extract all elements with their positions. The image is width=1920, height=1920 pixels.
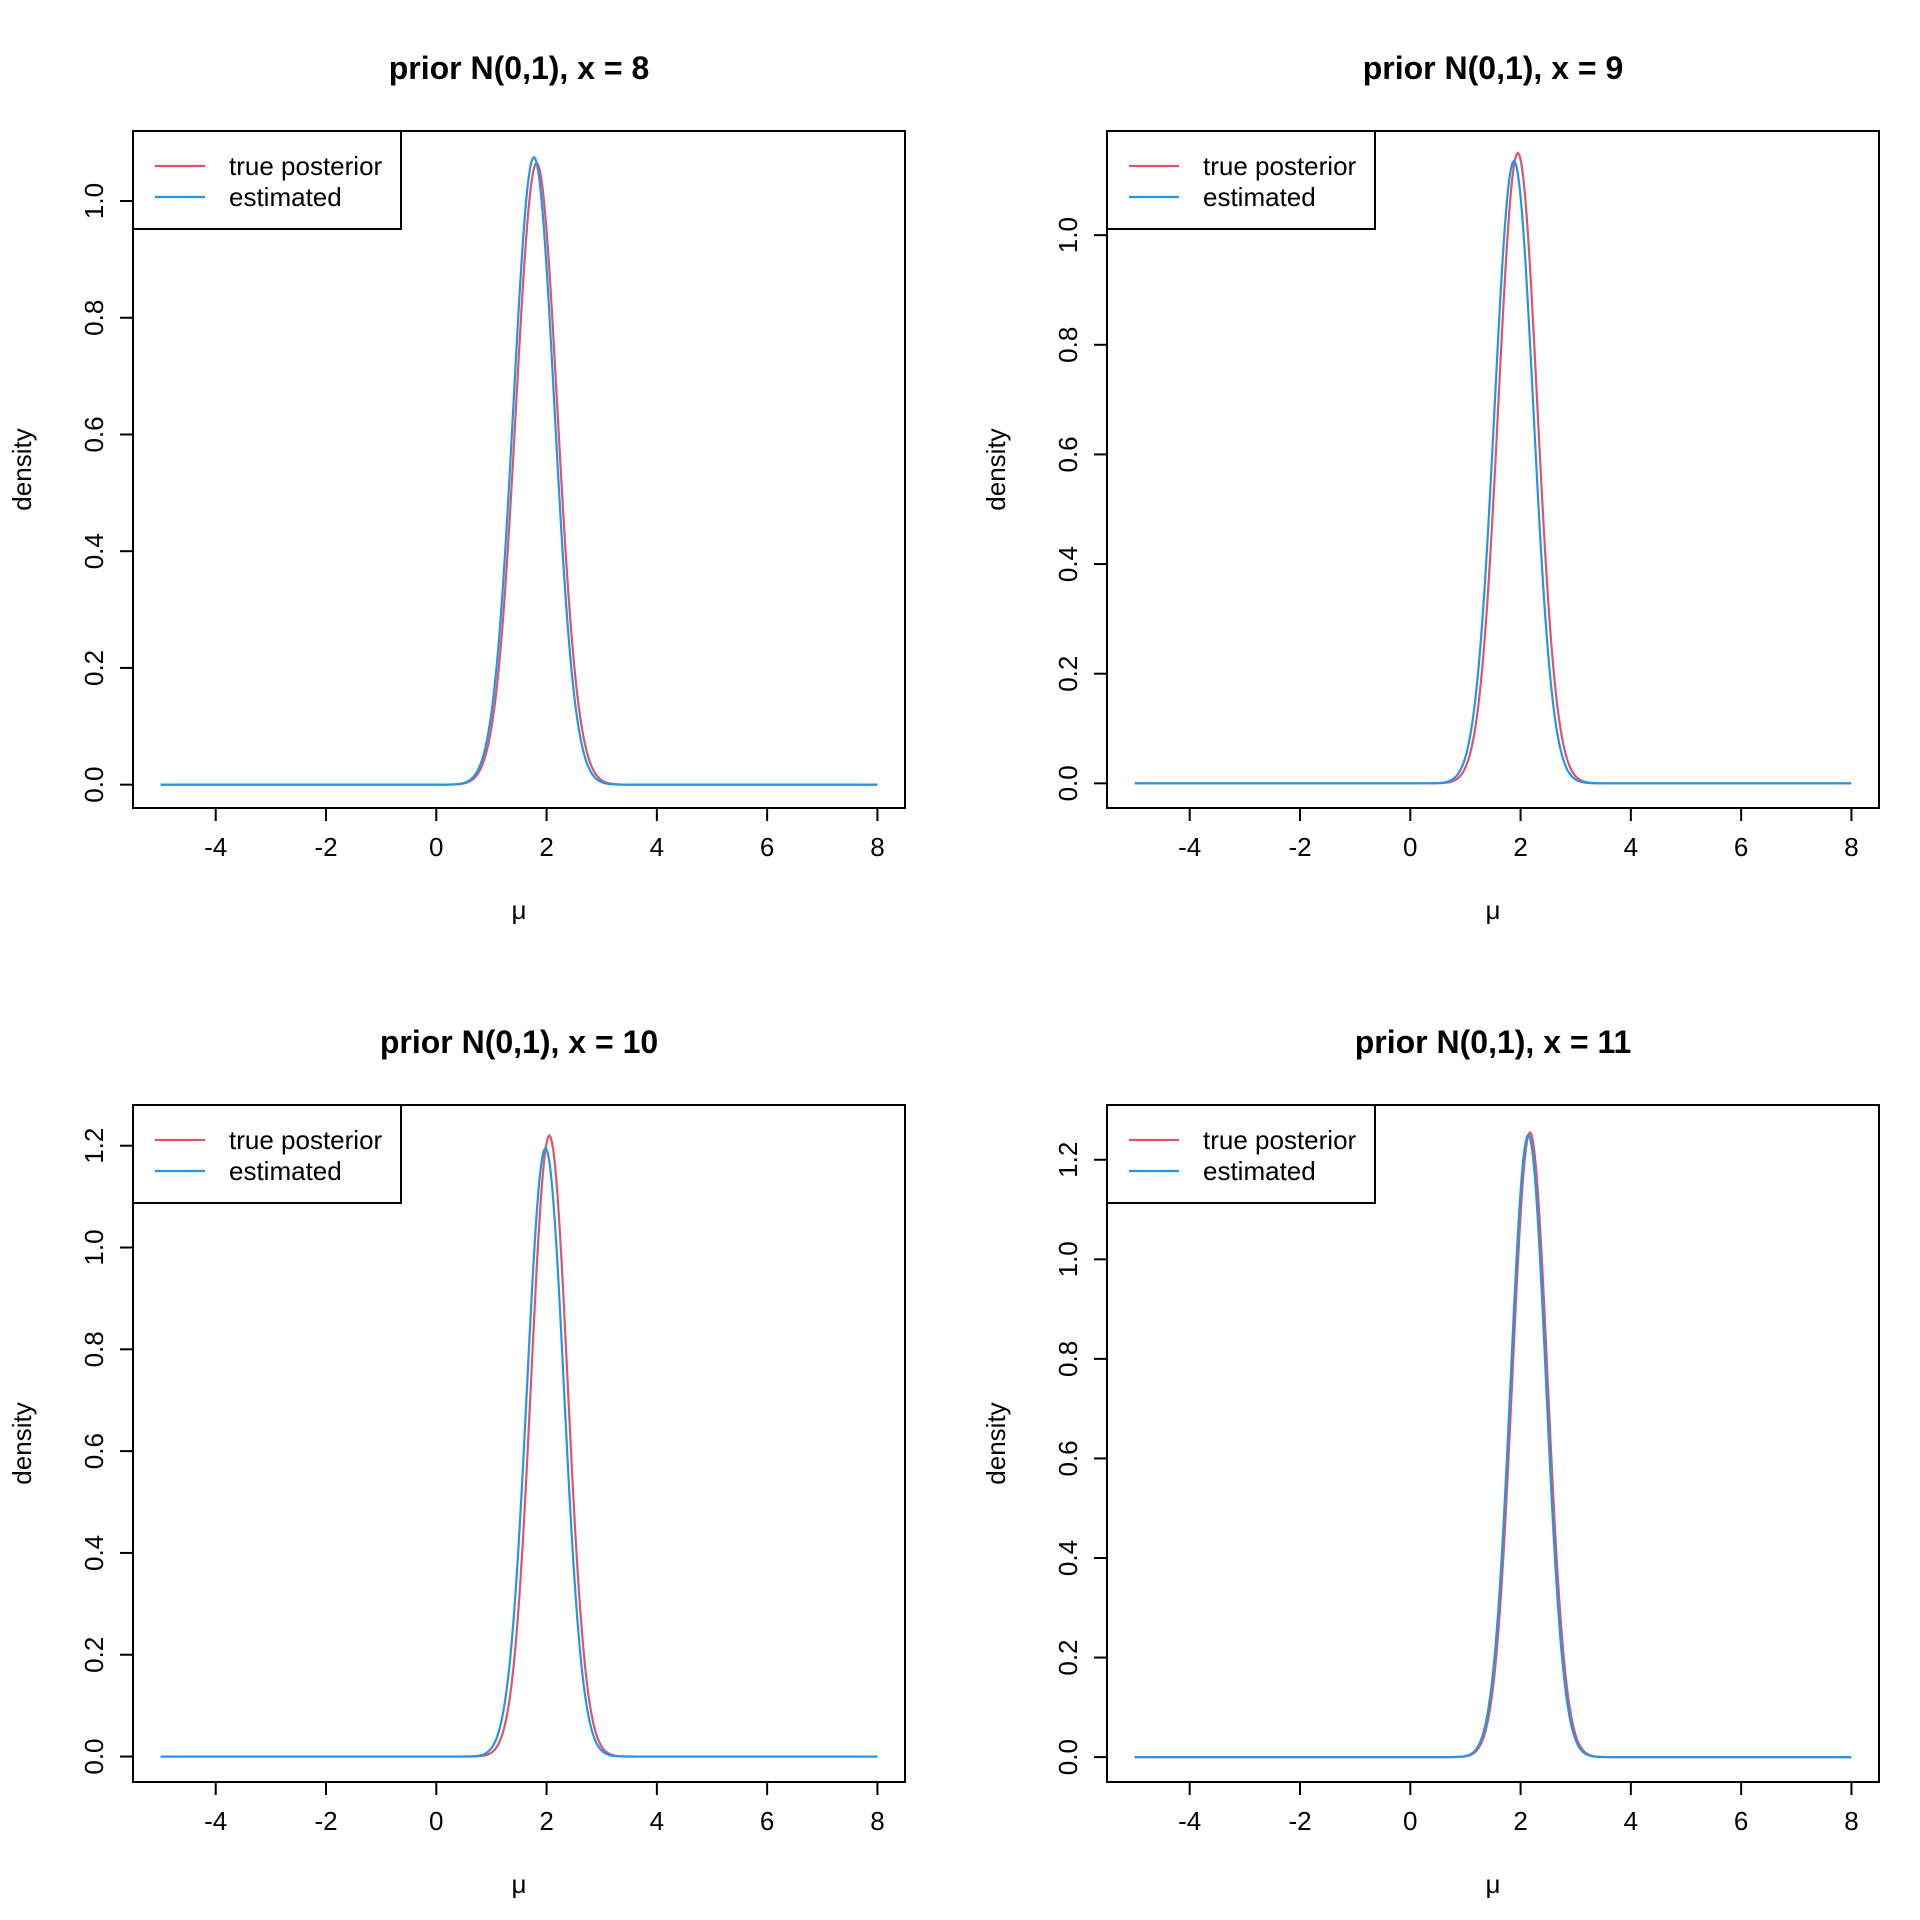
legend-box [132,130,402,230]
legend-label-estimated: estimated [1203,1156,1316,1186]
chart-title: prior N(0,1), x = 10 [380,1024,658,1060]
y-tick-label: 0.8 [79,1331,109,1367]
x-tick-label: -4 [1178,1806,1201,1836]
y-tick-label: 0.0 [1053,1739,1083,1775]
x-tick-label: 0 [429,832,443,862]
y-tick-label: 1.2 [79,1128,109,1164]
plot-frame [132,1104,906,1783]
x-axis-label: μ [1486,1869,1501,1899]
y-tick-label: 0.6 [79,1433,109,1469]
chart-title: prior N(0,1), x = 9 [1363,50,1624,86]
x-axis-label: μ [512,895,527,925]
y-tick-label: 0.6 [1053,436,1083,472]
y-axis-label: density [981,428,1011,510]
y-tick-label: 0.8 [1053,1341,1083,1377]
x-tick-label: -4 [204,832,227,862]
y-axis-label: density [7,428,37,510]
y-tick-label: 0.4 [1053,546,1083,582]
series-line-true-posterior [1134,151,1852,785]
chart-panel-4: prior N(0,1), x = 11 -4 -2 0 2 4 6 8 0.0 0.2 0.4 0.… [981,1024,1880,1899]
x-tick-label: 2 [539,1806,553,1836]
x-tick-label: 0 [1403,832,1417,862]
x-tick-label: 6 [760,832,774,862]
y-tick-label: 1.0 [1053,217,1083,253]
series-line-estimated [1134,1133,1852,1759]
x-tick-label: -2 [314,832,337,862]
y-axis-label: density [7,1402,37,1484]
x-tick-label: -4 [1178,832,1201,862]
y-tick-label: 0.2 [79,1637,109,1673]
x-tick-label: 4 [1624,832,1638,862]
y-tick-label: 1.0 [1053,1241,1083,1277]
series-line-estimated [160,155,878,786]
legend-label-true-posterior: true posterior [1203,1125,1357,1155]
y-tick-label: 0.2 [1053,656,1083,692]
x-tick-label: 2 [1513,832,1527,862]
series-line-true-posterior [160,161,878,786]
x-tick-label: -4 [204,1806,227,1836]
x-tick-label: 2 [539,832,553,862]
legend-label-estimated: estimated [1203,182,1316,212]
chart-panel-2: prior N(0,1), x = 9 -4 -2 0 2 4 6 8 0.0 0.2 0.4 0.6… [981,50,1880,925]
x-tick-label: 8 [870,1806,884,1836]
x-tick-label: 4 [650,832,664,862]
plot-frame [132,130,906,809]
legend-label-true-posterior: true posterior [229,151,383,181]
x-tick-label: 2 [1513,1806,1527,1836]
y-tick-label: 1.2 [1053,1142,1083,1178]
series-line-estimated [1134,159,1852,785]
x-axis-label: μ [1486,895,1501,925]
y-tick-label: 0.2 [79,650,109,686]
chart-panel-1: prior N(0,1), x = 8 -4 -2 0 2 4 6 8 0.0 0.2 0.4 0.6… [7,50,906,925]
plot-frame [1106,130,1880,809]
legend-box [1106,130,1376,230]
y-tick-label: 0.8 [79,300,109,336]
series-line-estimated [160,1146,878,1758]
y-tick-label: 0.8 [1053,327,1083,363]
chart-title: prior N(0,1), x = 8 [389,50,650,86]
x-tick-label: 6 [760,1806,774,1836]
x-tick-label: 8 [1844,832,1858,862]
legend-label-true-posterior: true posterior [1203,151,1357,181]
x-tick-label: 6 [1734,832,1748,862]
x-tick-label: 4 [1624,1806,1638,1836]
x-tick-label: 8 [1844,1806,1858,1836]
chart-panel-3: prior N(0,1), x = 10 -4 -2 0 2 4 6 8 0.0 0.2 0.4 0.… [7,1024,906,1899]
y-tick-label: 0.2 [1053,1639,1083,1675]
x-tick-label: 8 [870,832,884,862]
x-axis-label: μ [512,1869,527,1899]
y-tick-label: 0.4 [1053,1540,1083,1576]
y-tick-label: 0.4 [79,533,109,569]
legend-label-estimated: estimated [229,1156,342,1186]
y-tick-label: 1.0 [79,183,109,219]
y-axis-label: density [981,1402,1011,1484]
x-tick-label: -2 [1288,1806,1311,1836]
y-tick-label: 0.4 [79,1535,109,1571]
legend-label-true-posterior: true posterior [229,1125,383,1155]
x-tick-label: 0 [1403,1806,1417,1836]
legend-box [1106,1104,1376,1204]
y-tick-label: 0.6 [1053,1440,1083,1476]
x-tick-label: -2 [314,1806,337,1836]
legend-box [132,1104,402,1204]
y-tick-label: 0.6 [79,416,109,452]
x-tick-label: 6 [1734,1806,1748,1836]
x-tick-label: -2 [1288,832,1311,862]
x-tick-label: 0 [429,1806,443,1836]
y-tick-label: 0.0 [79,1738,109,1774]
y-tick-label: 1.0 [79,1229,109,1265]
legend-label-estimated: estimated [229,182,342,212]
y-tick-label: 0.0 [1053,765,1083,801]
y-tick-label: 0.0 [79,767,109,803]
x-tick-label: 4 [650,1806,664,1836]
chart-title: prior N(0,1), x = 11 [1355,1024,1632,1060]
series-line-true-posterior [160,1133,878,1758]
